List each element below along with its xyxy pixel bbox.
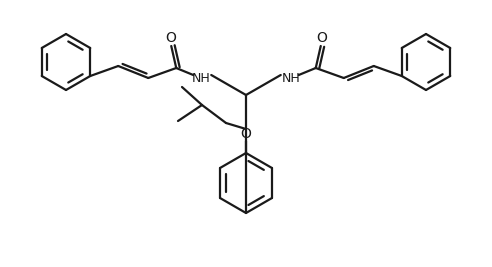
- Text: O: O: [165, 31, 176, 45]
- Text: NH: NH: [281, 72, 300, 84]
- Text: NH: NH: [192, 72, 211, 84]
- Text: O: O: [316, 31, 327, 45]
- Text: O: O: [241, 127, 251, 141]
